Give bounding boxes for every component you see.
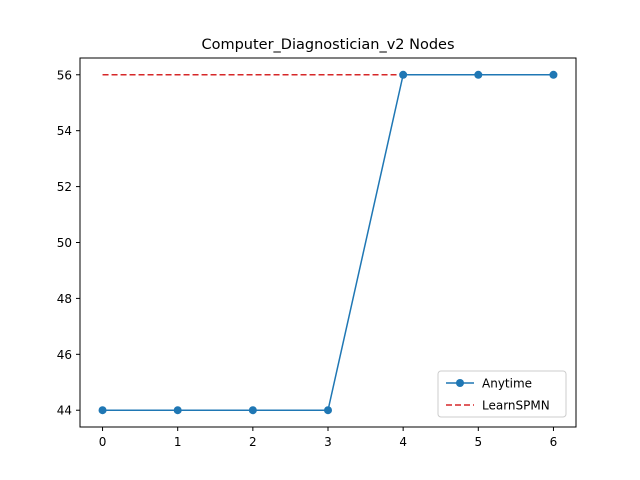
data-point-anytime	[399, 70, 408, 79]
x-tick-label: 4	[399, 435, 407, 449]
y-tick-label: 56	[57, 68, 72, 82]
legend-marker-anytime	[456, 379, 464, 387]
legend-label-learnspmn: LearnSPMN	[482, 399, 550, 413]
y-tick-label: 48	[57, 292, 72, 306]
y-tick-label: 46	[57, 348, 72, 362]
data-point-anytime	[549, 70, 558, 79]
legend-label-anytime: Anytime	[482, 377, 532, 391]
data-point-anytime	[474, 70, 483, 79]
data-point-anytime	[324, 406, 332, 415]
x-tick-label: 1	[174, 435, 182, 449]
y-tick-label: 54	[57, 124, 72, 138]
legend: Anytime LearnSPMN	[437, 370, 567, 418]
data-point-anytime	[248, 406, 257, 415]
x-tick-label: 3	[324, 435, 332, 449]
x-tick-label: 5	[474, 435, 482, 449]
data-point-anytime	[98, 406, 107, 415]
x-tick-label: 2	[249, 435, 257, 449]
y-tick-label: 50	[57, 236, 72, 250]
plot-area	[98, 70, 558, 415]
x-tick-label: 0	[99, 435, 107, 449]
x-tick-label: 6	[550, 435, 558, 449]
y-tick-label: 44	[57, 404, 72, 418]
data-point-anytime	[173, 406, 182, 415]
chart-title: Computer_Diagnostician_v2 Nodes	[201, 37, 454, 53]
y-tick-label: 52	[57, 180, 72, 194]
series-line-anytime	[102, 74, 554, 411]
